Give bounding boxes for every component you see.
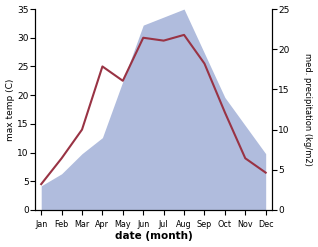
X-axis label: date (month): date (month) bbox=[114, 231, 192, 242]
Y-axis label: max temp (C): max temp (C) bbox=[5, 78, 15, 141]
Y-axis label: med. precipitation (kg/m2): med. precipitation (kg/m2) bbox=[303, 53, 313, 166]
